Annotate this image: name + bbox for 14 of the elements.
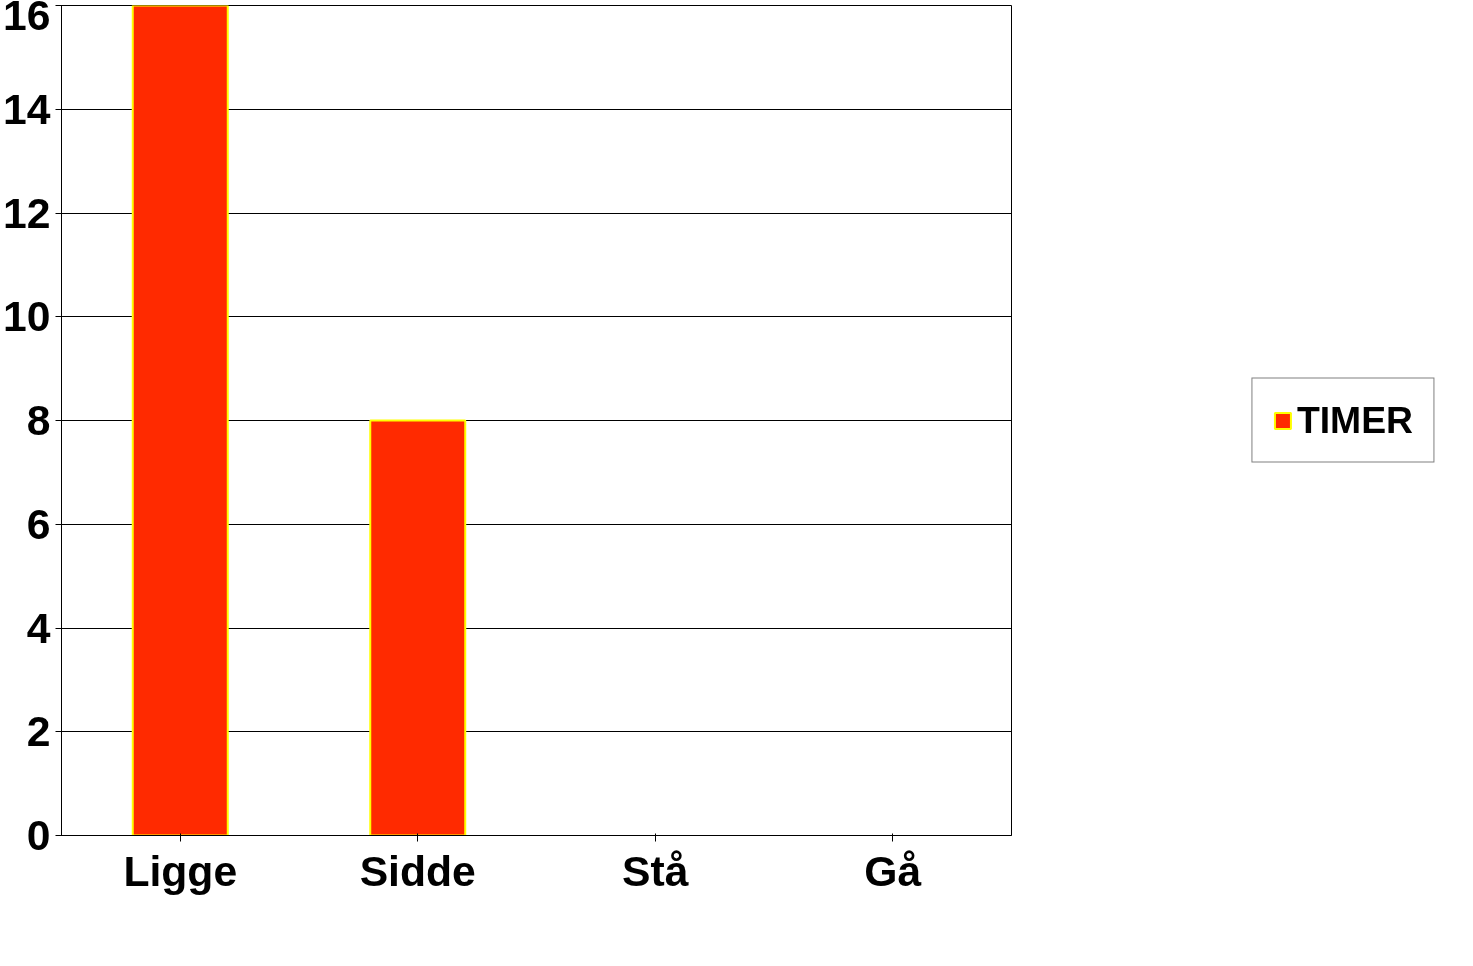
x-tick-label: Ligge xyxy=(123,846,238,895)
y-tick-label: 16 xyxy=(3,0,51,39)
y-tick-label: 14 xyxy=(3,84,51,133)
x-tick-label: Gå xyxy=(864,846,922,895)
y-tick-label: 2 xyxy=(26,707,51,756)
x-tick-label: Stå xyxy=(622,846,689,895)
y-tick-label: 4 xyxy=(26,603,51,652)
legend-label: TIMER xyxy=(1296,398,1414,442)
y-tick-label: 8 xyxy=(26,396,51,444)
y-tick-label: 12 xyxy=(3,188,51,237)
y-tick-label: 10 xyxy=(3,292,51,341)
y-tick-label: 6 xyxy=(26,499,51,548)
y-tick-label: 0 xyxy=(26,811,51,859)
x-tick-label: Sidde xyxy=(359,846,476,895)
